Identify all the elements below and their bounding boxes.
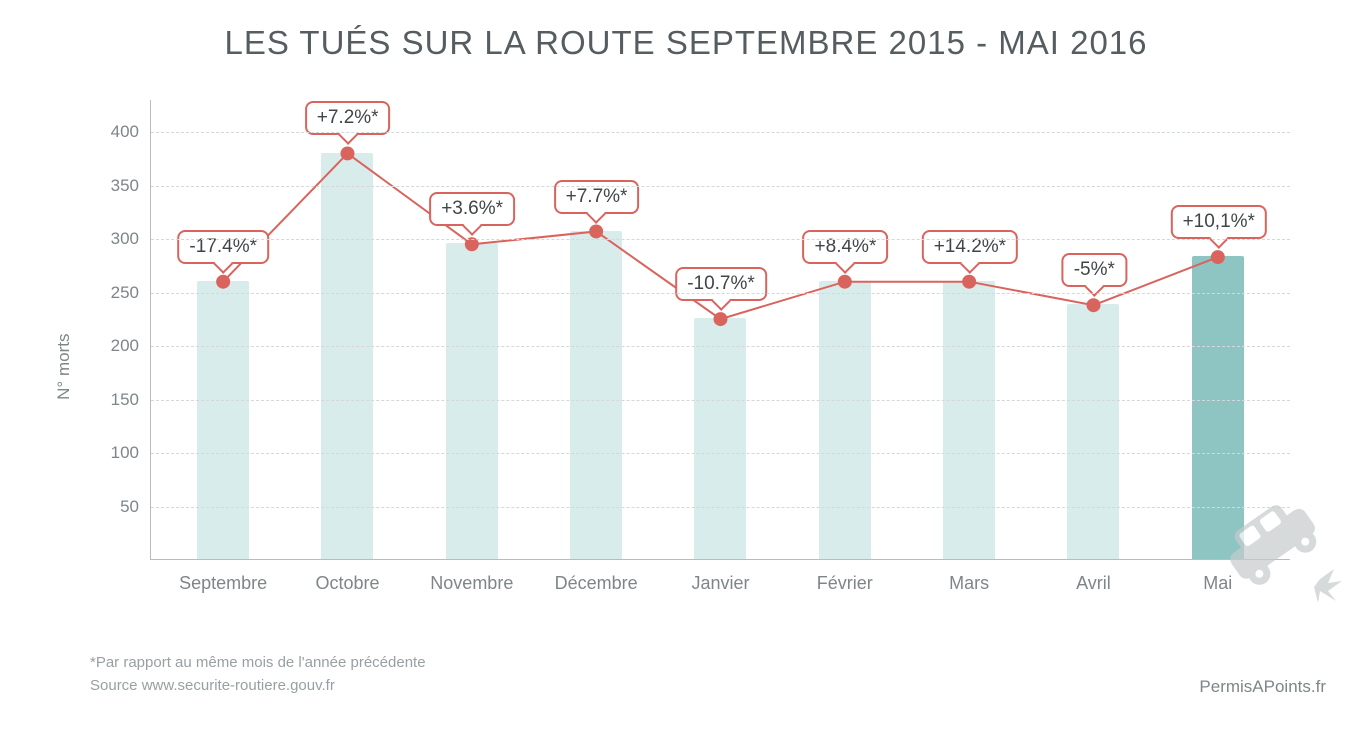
y-tick-label: 200 — [111, 336, 151, 356]
gridline — [151, 186, 1290, 187]
bar — [570, 231, 622, 559]
x-tick-label: Novembre — [430, 559, 513, 594]
x-tick-label: Septembre — [179, 559, 267, 594]
car-crash-icon — [1202, 483, 1342, 603]
bar — [1067, 304, 1119, 559]
footnote-line-1: *Par rapport au même mois de l'année pré… — [90, 652, 426, 675]
attribution: PermisAPoints.fr — [1199, 677, 1326, 697]
x-tick-label: Avril — [1076, 559, 1111, 594]
gridline — [151, 239, 1290, 240]
bar-slot: Mars — [907, 281, 1031, 559]
bar — [943, 281, 995, 559]
bar-slot: Avril — [1031, 304, 1155, 559]
gridline — [151, 400, 1290, 401]
bar-slot: Février — [783, 281, 907, 559]
gridline — [151, 507, 1290, 508]
bar-slot: Décembre — [534, 231, 658, 559]
bar-slot: Septembre — [161, 281, 285, 559]
footnote: *Par rapport au même mois de l'année pré… — [90, 652, 426, 697]
x-tick-label: Octobre — [315, 559, 379, 594]
bar — [321, 153, 373, 560]
x-tick-label: Mars — [949, 559, 989, 594]
gridline — [151, 346, 1290, 347]
chart: N° morts SeptembreOctobreNovembreDécembr… — [90, 100, 1290, 620]
bar — [694, 318, 746, 559]
y-tick-label: 100 — [111, 443, 151, 463]
chart-title: LES TUÉS SUR LA ROUTE SEPTEMBRE 2015 - M… — [0, 0, 1372, 62]
plot-area: SeptembreOctobreNovembreDécembreJanvierF… — [150, 100, 1290, 560]
y-axis-label: N° morts — [54, 333, 74, 399]
bar — [197, 281, 249, 559]
gridline — [151, 293, 1290, 294]
y-tick-label: 350 — [111, 176, 151, 196]
bar-slot: Janvier — [658, 318, 782, 559]
gridline — [151, 132, 1290, 133]
footnote-line-2: Source www.securite-routiere.gouv.fr — [90, 675, 426, 698]
bar — [819, 281, 871, 559]
x-tick-label: Janvier — [691, 559, 749, 594]
gridline — [151, 453, 1290, 454]
infographic-container: LES TUÉS SUR LA ROUTE SEPTEMBRE 2015 - M… — [0, 0, 1372, 733]
y-tick-label: 300 — [111, 229, 151, 249]
y-tick-label: 400 — [111, 122, 151, 142]
y-tick-label: 150 — [111, 390, 151, 410]
bar-slot: Novembre — [410, 243, 534, 559]
bars-group: SeptembreOctobreNovembreDécembreJanvierF… — [151, 100, 1290, 559]
bar — [446, 243, 498, 559]
x-tick-label: Février — [817, 559, 873, 594]
y-tick-label: 250 — [111, 283, 151, 303]
y-tick-label: 50 — [120, 497, 151, 517]
bar-slot: Octobre — [285, 153, 409, 560]
x-tick-label: Décembre — [555, 559, 638, 594]
